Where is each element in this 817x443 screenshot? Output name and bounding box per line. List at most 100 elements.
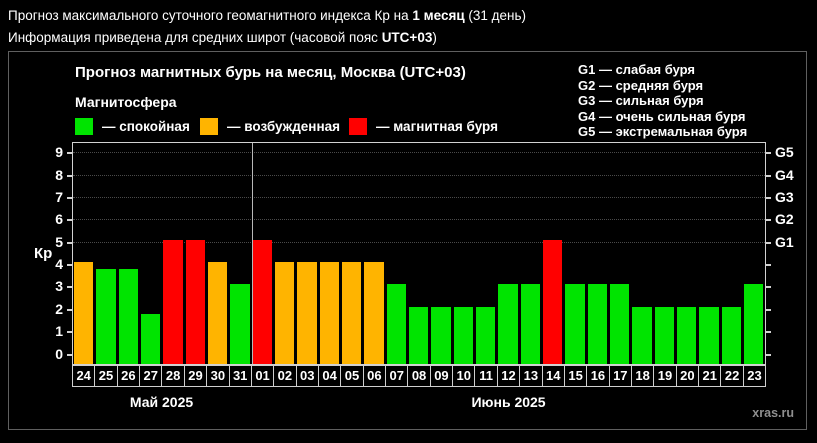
gridline-kp9 xyxy=(73,152,765,154)
date-cell-10: 10 xyxy=(452,365,476,387)
kp-bar-22 xyxy=(721,306,741,364)
date-cell-06: 06 xyxy=(362,365,387,387)
y-tick-label-2: 2 xyxy=(55,300,63,317)
gridline-kp7 xyxy=(73,197,765,199)
legend-item-excited-label: — возбужденная xyxy=(227,118,340,134)
header-line-2-suffix: ) xyxy=(432,30,437,45)
bar-slot xyxy=(319,143,341,364)
date-axis-row: 24 25 26 27 28 29 30 31 01 02 03 04 05 06 07 08 09 10 11 12… xyxy=(72,365,767,387)
chart-panel: Прогноз магнитных бурь на месяц, Москва … xyxy=(8,51,807,430)
y-tick-right-1 xyxy=(765,331,771,334)
g-scale-legend-g2: G2 — средняя буря xyxy=(578,77,704,93)
legend-item-excited: — возбужденная xyxy=(200,116,340,136)
bar-slot xyxy=(497,143,519,364)
legend-title: Магнитосфера xyxy=(75,94,177,110)
g-axis-label-G1: G1 xyxy=(775,233,794,250)
kp-bar-19 xyxy=(654,306,674,364)
kp-bar-13 xyxy=(520,284,540,364)
header-line-1: Прогноз максимального суточного геомагни… xyxy=(8,8,526,23)
legend-item-storm: — магнитная буря xyxy=(349,116,498,136)
y-tick-left-4 xyxy=(67,264,73,267)
kp-bar-14 xyxy=(542,239,563,364)
bar-slot xyxy=(274,143,296,364)
g-scale-legend-g1: G1 — слабая буря xyxy=(578,62,696,77)
kp-bar-07 xyxy=(386,284,406,364)
kp-bar-18 xyxy=(632,306,652,364)
date-cell-17: 17 xyxy=(608,365,632,387)
date-cell-04: 04 xyxy=(317,365,342,387)
date-cell-07: 07 xyxy=(385,365,409,387)
bar-slot xyxy=(475,143,497,364)
bar-slot xyxy=(252,143,274,364)
bar-slot xyxy=(743,143,765,364)
y-tick-label-0: 0 xyxy=(55,345,63,362)
bar-slot xyxy=(207,143,229,364)
date-cell-23: 23 xyxy=(742,365,767,387)
kp-bar-02 xyxy=(274,262,295,364)
bar-slot xyxy=(564,143,586,364)
bar-slot xyxy=(408,143,430,364)
date-cell-18: 18 xyxy=(630,365,655,387)
bar-slot xyxy=(654,143,676,364)
gridline-kp8 xyxy=(73,174,765,176)
y-axis-label: Кр xyxy=(34,245,53,262)
kp-bar-05 xyxy=(341,262,362,364)
y-tick-right-2 xyxy=(765,308,771,311)
bar-slot xyxy=(296,143,318,364)
kp-bar-11 xyxy=(475,306,496,364)
y-tick-label-8: 8 xyxy=(55,166,63,183)
bar-slot xyxy=(95,143,117,364)
month-label-may: Май 2025 xyxy=(129,394,194,410)
legend-item-storm-label: — магнитная буря xyxy=(376,118,498,134)
bar-slot xyxy=(587,143,609,364)
date-cell-03: 03 xyxy=(295,365,319,387)
y-tick-left-3 xyxy=(67,286,73,289)
header-line-2: Информация приведена для средних широт (… xyxy=(8,30,437,45)
kp-bar-03 xyxy=(297,262,317,364)
bar-slot xyxy=(118,143,140,364)
bar-slot xyxy=(386,143,408,364)
bar-slot xyxy=(520,143,542,364)
kp-bar-09 xyxy=(431,306,451,364)
excited-swatch-icon xyxy=(200,117,218,135)
legend-item-quiet-label: — спокойная xyxy=(102,118,190,134)
date-cell-26: 26 xyxy=(116,365,141,387)
date-cell-12: 12 xyxy=(496,365,521,387)
kp-bar-30 xyxy=(207,262,228,364)
header-line-2-text: Информация приведена для средних широт (… xyxy=(8,30,382,45)
y-tick-left-7 xyxy=(67,197,73,200)
y-tick-left-5 xyxy=(67,241,73,244)
bar-slot xyxy=(229,143,251,364)
date-cell-05: 05 xyxy=(340,365,364,387)
date-cell-13: 13 xyxy=(519,365,543,387)
date-cell-19: 19 xyxy=(653,365,677,387)
y-tick-label-7: 7 xyxy=(55,189,63,206)
y-tick-label-6: 6 xyxy=(55,211,63,228)
bar-slot xyxy=(341,143,363,364)
kp-bar-06 xyxy=(364,262,384,364)
gridline-kp5 xyxy=(73,241,765,243)
y-tick-left-2 xyxy=(67,308,73,311)
y-tick-left-8 xyxy=(67,174,73,177)
date-cell-16: 16 xyxy=(586,365,610,387)
date-cell-24: 24 xyxy=(72,365,96,387)
bar-slot xyxy=(162,143,184,364)
date-cell-25: 25 xyxy=(94,365,118,387)
date-cell-11: 11 xyxy=(474,365,498,387)
date-cell-22: 22 xyxy=(720,365,744,387)
kp-bar-28 xyxy=(163,239,183,364)
y-tick-right-9 xyxy=(765,152,771,155)
kp-bar-31 xyxy=(230,284,250,364)
y-tick-right-6 xyxy=(765,219,771,222)
date-cell-08: 08 xyxy=(407,365,431,387)
g-axis-label-G4: G4 xyxy=(775,166,794,183)
gridline-kp6 xyxy=(73,219,765,221)
date-cell-31: 31 xyxy=(228,365,252,387)
bars-container xyxy=(73,143,765,364)
bar-slot xyxy=(140,143,162,364)
date-cell-27: 27 xyxy=(139,365,163,387)
kp-bar-29 xyxy=(185,239,205,364)
y-tick-left-6 xyxy=(67,219,73,222)
kp-bar-23 xyxy=(743,284,764,364)
bar-slot xyxy=(73,143,95,364)
